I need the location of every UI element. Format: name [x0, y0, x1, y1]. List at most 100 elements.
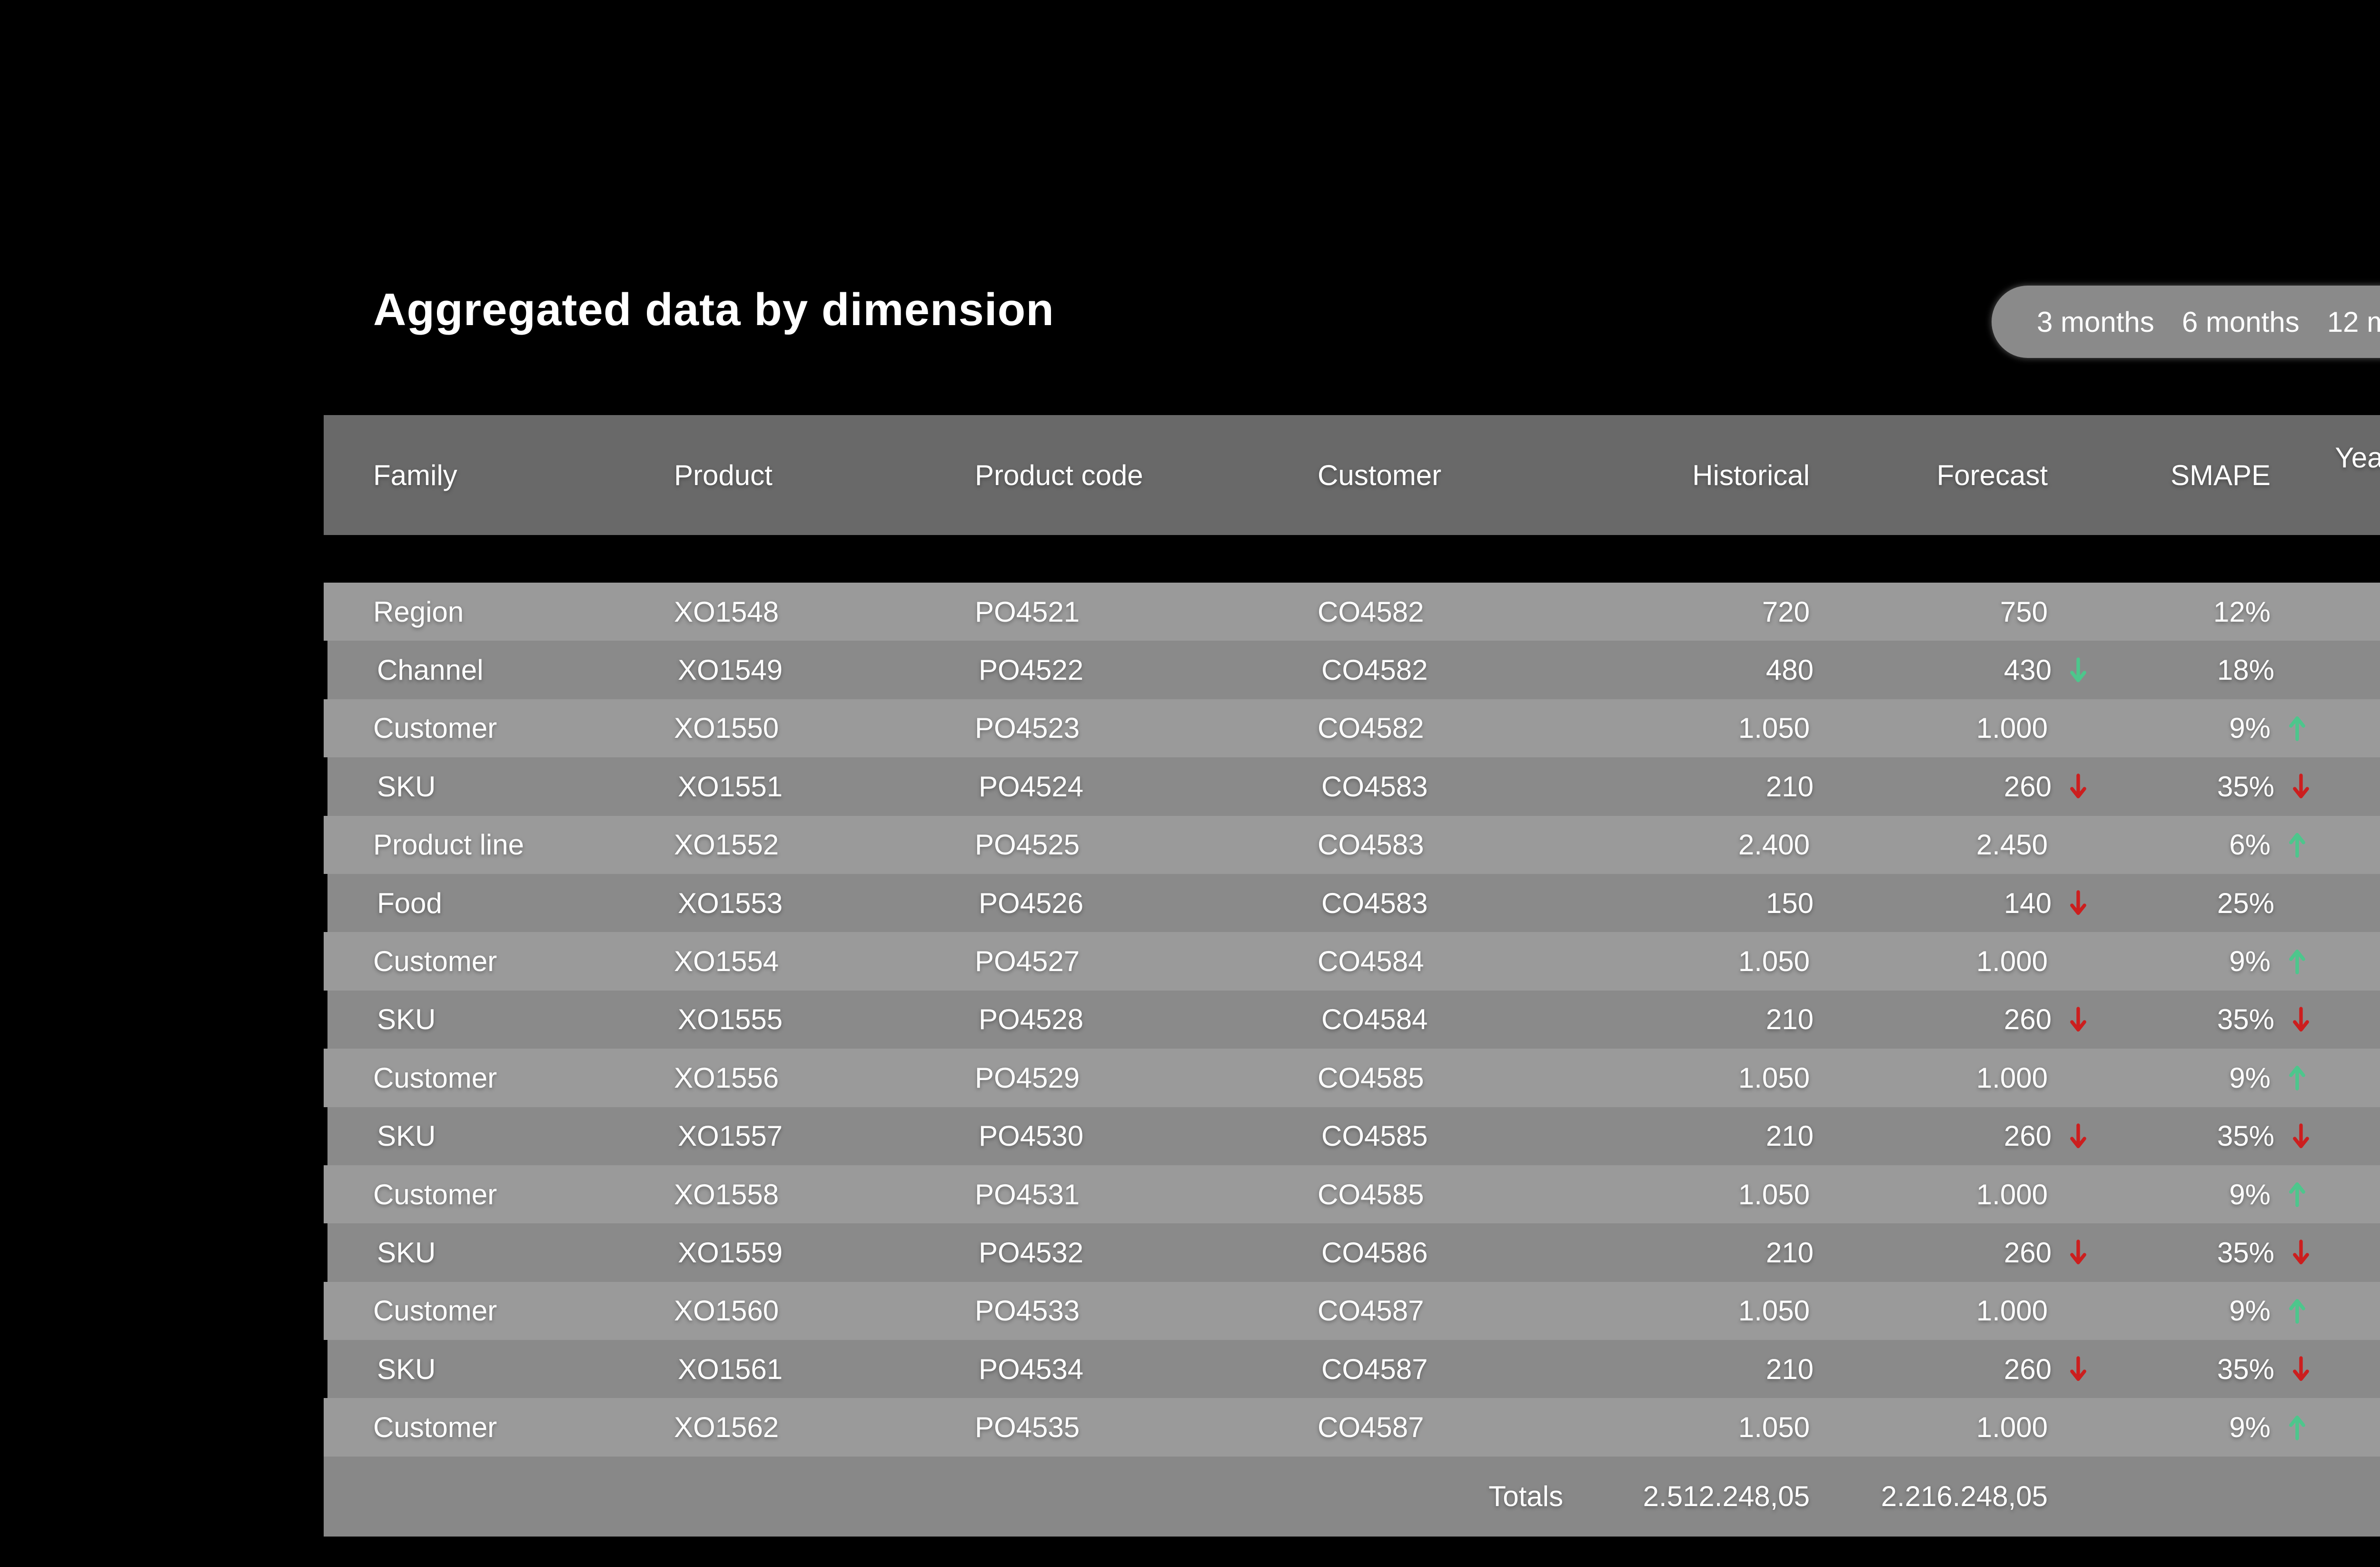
trend-up-icon	[2289, 1415, 2305, 1440]
table-row[interactable]: Customer XO1554 PO4527 CO4584 1.050 1.00…	[324, 932, 2380, 991]
cell-smape: 35%	[2217, 770, 2274, 803]
cell-smape-trend	[2279, 1340, 2332, 1398]
cell-forecast: 2.450	[1976, 829, 2048, 861]
cell-forecast-trend	[2053, 1165, 2106, 1223]
cell-historical: 2.400	[1738, 829, 1810, 861]
table-row[interactable]: Customer XO1556 PO4529 CO4585 1.050 1.00…	[324, 1049, 2380, 1107]
col-header-yoy-variation[interactable]: Year-on-year variation	[2335, 441, 2380, 474]
cell-smape-trend	[2279, 757, 2332, 815]
cell-smape: 18%	[2217, 654, 2274, 686]
cell-forecast-trend	[2056, 641, 2110, 699]
cell-product-code: PO4523	[975, 712, 1080, 744]
table-row[interactable]: SKU XO1551 PO4524 CO4583 210 260 35% -18…	[327, 757, 2380, 816]
table-row[interactable]: Customer XO1550 PO4523 CO4582 1.050 1.00…	[324, 699, 2380, 758]
trend-down-icon	[2070, 657, 2086, 682]
cell-customer: CO4585	[1318, 1178, 1424, 1210]
trend-down-icon	[2293, 1007, 2309, 1032]
table-row[interactable]: Product line XO1552 PO4525 CO4583 2.400 …	[324, 815, 2380, 874]
col-header-product-code[interactable]: Product code	[975, 459, 1143, 491]
cell-forecast-trend	[2056, 874, 2110, 932]
cell-customer: CO4587	[1318, 1295, 1424, 1327]
cell-customer: CO4583	[1321, 770, 1428, 803]
table-row[interactable]: SKU XO1559 PO4532 CO4586 210 260 35% -18…	[327, 1223, 2380, 1282]
cell-smape: 9%	[2229, 1411, 2271, 1444]
cell-smape: 12%	[2213, 595, 2271, 628]
totals-row: Totals 2.512.248,05 2.216.248,05	[324, 1456, 2380, 1537]
cell-forecast: 430	[2003, 654, 2052, 686]
trend-down-icon	[2293, 1240, 2309, 1265]
cell-product: XO1556	[674, 1061, 779, 1094]
cell-forecast: 260	[2003, 770, 2052, 803]
table-row[interactable]: SKU XO1557 PO4530 CO4585 210 260 35% -18…	[327, 1107, 2380, 1165]
table-row[interactable]: SKU XO1561 PO4534 CO4587 210 260 35% -18…	[327, 1340, 2380, 1398]
table-row[interactable]: Customer XO1560 PO4533 CO4587 1.050 1.00…	[324, 1281, 2380, 1340]
cell-product-code: PO4524	[979, 770, 1084, 803]
trend-down-icon	[2070, 1123, 2086, 1148]
cell-historical: 1.050	[1738, 712, 1810, 744]
col-header-historical[interactable]: Historical	[1692, 459, 1810, 491]
cell-yoy-variation: +22%	[2329, 828, 2380, 861]
table-row[interactable]: Channel XO1549 PO4522 CO4582 480 430 18%…	[327, 641, 2380, 699]
cell-family: Customer	[373, 1061, 497, 1094]
cell-product-code: PO4532	[979, 1236, 1084, 1269]
cell-yoy-variation: -18%	[2332, 1120, 2380, 1152]
cell-customer: CO4582	[1321, 654, 1428, 686]
cell-forecast: 1.000	[1976, 1178, 2048, 1210]
cell-family: SKU	[377, 1236, 436, 1269]
cell-historical: 1.050	[1738, 945, 1810, 978]
cell-product: XO1557	[678, 1120, 783, 1152]
cell-forecast: 260	[2003, 1003, 2052, 1036]
cell-forecast: 260	[2003, 1120, 2052, 1152]
cell-forecast: 1.000	[1976, 945, 2048, 978]
cell-forecast-trend	[2056, 757, 2110, 815]
cell-smape: 9%	[2229, 945, 2271, 978]
col-header-customer[interactable]: Customer	[1318, 459, 1442, 491]
cell-family: Customer	[373, 712, 497, 744]
cell-customer: CO4587	[1318, 1411, 1424, 1444]
trend-up-icon	[2289, 833, 2305, 858]
cell-historical: 480	[1765, 654, 1814, 686]
cell-product-code: PO4526	[979, 887, 1084, 919]
col-header-family[interactable]: Family	[373, 459, 457, 491]
col-header-product[interactable]: Product	[674, 459, 773, 491]
cell-yoy-variation: +14%	[2329, 945, 2380, 978]
cell-product: XO1561	[678, 1353, 783, 1385]
period-option-3-months[interactable]: 3 months	[2037, 306, 2154, 338]
cell-customer: CO4585	[1321, 1120, 1428, 1152]
table-row[interactable]: Food XO1553 PO4526 CO4583 150 140 25% +1…	[327, 873, 2380, 932]
cell-yoy-variation: +14%	[2329, 1294, 2380, 1327]
cell-forecast: 1.000	[1976, 712, 2048, 744]
trend-down-icon	[2293, 1356, 2309, 1381]
page-title: Aggregated data by dimension	[373, 284, 1054, 335]
totals-label: Totals	[1488, 1480, 1563, 1513]
cell-forecast-trend	[2056, 991, 2110, 1049]
period-option-12-months[interactable]: 12 months	[2327, 306, 2380, 338]
cell-product: XO1554	[674, 945, 779, 978]
cell-yoy-variation: +14%	[2329, 1178, 2380, 1211]
cell-historical: 1.050	[1738, 1411, 1810, 1444]
trend-down-icon	[2070, 890, 2086, 915]
trend-down-icon	[2293, 1123, 2309, 1148]
period-option-6-months[interactable]: 6 months	[2182, 306, 2300, 338]
cell-yoy-variation: +1%	[2332, 887, 2380, 920]
cell-product: XO1548	[674, 595, 779, 628]
cell-historical: 150	[1765, 887, 1814, 919]
cell-customer: CO4587	[1321, 1353, 1428, 1385]
table-row[interactable]: Region XO1548 PO4521 CO4582 720 750 12% …	[324, 583, 2380, 641]
cell-smape-trend	[2275, 1398, 2329, 1456]
cell-smape-trend	[2275, 583, 2329, 641]
cell-family: Customer	[373, 1178, 497, 1210]
table-row[interactable]: Customer XO1558 PO4531 CO4585 1.050 1.00…	[324, 1165, 2380, 1224]
table-row[interactable]: SKU XO1555 PO4528 CO4584 210 260 35% -18…	[327, 990, 2380, 1049]
col-header-forecast[interactable]: Forecast	[1936, 459, 2048, 491]
cell-product: XO1552	[674, 829, 779, 861]
cell-product-code: PO4522	[979, 654, 1084, 686]
col-header-smape[interactable]: SMAPE	[2170, 459, 2271, 491]
table-row[interactable]: Customer XO1562 PO4535 CO4587 1.050 1.00…	[324, 1398, 2380, 1457]
cell-yoy-variation: +14%	[2329, 712, 2380, 744]
cell-product: XO1560	[674, 1295, 779, 1327]
cell-smape: 35%	[2217, 1353, 2274, 1385]
cell-customer: CO4586	[1321, 1236, 1428, 1269]
cell-forecast-trend	[2053, 1398, 2106, 1456]
cell-forecast: 750	[2000, 595, 2048, 628]
